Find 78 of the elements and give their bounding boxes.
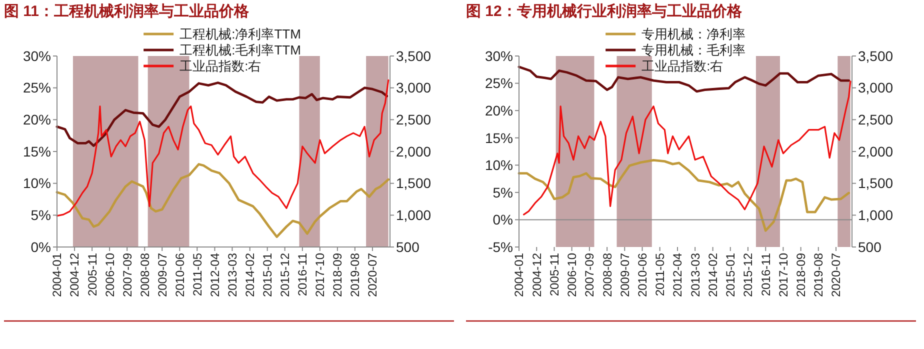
y-tick-label: 15% bbox=[22, 143, 51, 160]
y-tick-label: 10% bbox=[484, 157, 513, 174]
x-tick-label: 2011-05 bbox=[190, 252, 204, 296]
legend-label: 工程机械:净利率TTM bbox=[180, 26, 301, 42]
x-tick-label: 2004-12 bbox=[68, 252, 82, 298]
x-tick-label: 2017-10 bbox=[776, 252, 790, 298]
x-tick-label: 2016-11 bbox=[296, 252, 310, 296]
y2-tick-label: 3,000 bbox=[396, 80, 432, 96]
y2-tick-label: 2,500 bbox=[858, 112, 894, 128]
x-tick-label: 2007-09 bbox=[120, 252, 134, 298]
legend-label: 专用机械：毛利率 bbox=[642, 42, 746, 58]
line-series bbox=[522, 80, 852, 216]
chart-title: 图 12：专用机械行业利润率与工业品价格 bbox=[466, 2, 743, 20]
x-tick-label: 2004-12 bbox=[530, 252, 544, 298]
x-tick-label: 2012-04 bbox=[208, 252, 222, 298]
x-tick-label: 2015-12 bbox=[278, 252, 292, 298]
y-tick-label: 20% bbox=[22, 112, 51, 128]
x-tick-label: 2018-09 bbox=[330, 252, 345, 298]
x-tick-label: 2020-07 bbox=[366, 252, 380, 298]
y-tick-label: 15% bbox=[484, 130, 513, 146]
x-tick-label: 2013-03 bbox=[225, 252, 240, 298]
chart-title: 图 11：工程机械利润率与工业品价格 bbox=[4, 2, 250, 20]
x-tick-label: 2017-10 bbox=[313, 252, 328, 298]
x-tick-label: 2009-07 bbox=[155, 252, 170, 298]
y-tick-label: 5% bbox=[30, 207, 51, 224]
x-tick-label: 2006-10 bbox=[565, 252, 580, 298]
x-tick-label: 2009-07 bbox=[618, 252, 632, 298]
x-tick-label: 2014-02 bbox=[706, 252, 720, 298]
x-tick-label: 2008-08 bbox=[138, 252, 152, 298]
y2-tick-label: 1,000 bbox=[396, 207, 432, 224]
x-tick-label: 2019-08 bbox=[348, 252, 362, 298]
x-tick-label: 2015-01 bbox=[724, 252, 738, 298]
x-tick-label: 2010-06 bbox=[635, 252, 650, 298]
y2-tick-label: 2,000 bbox=[396, 143, 432, 160]
x-tick-label: 2018-09 bbox=[794, 252, 808, 298]
x-tick-label: 2008-08 bbox=[600, 252, 614, 298]
x-tick-label: 2015-01 bbox=[260, 252, 275, 298]
y2-tick-label: 3,000 bbox=[858, 80, 894, 96]
line-series bbox=[56, 79, 390, 217]
x-tick-label: 2004-01 bbox=[512, 252, 526, 298]
x-tick-label: 2016-11 bbox=[758, 252, 773, 296]
x-tick-label: 2013-03 bbox=[688, 252, 702, 298]
x-tick-label: 2007-09 bbox=[582, 252, 597, 298]
x-tick-label: 2012-04 bbox=[670, 252, 685, 298]
y-tick-label: 0% bbox=[492, 212, 513, 228]
y2-tick-label: 2,000 bbox=[858, 143, 894, 160]
y-tick-label: 30% bbox=[22, 48, 51, 64]
y-tick-label: 0% bbox=[30, 238, 51, 255]
y-tick-label: 10% bbox=[22, 175, 51, 192]
y2-tick-label: 1,500 bbox=[396, 175, 432, 192]
y-tick-label: -5% bbox=[488, 238, 513, 255]
x-tick-label: 2011-05 bbox=[653, 252, 668, 296]
y-tick-label: 20% bbox=[484, 102, 513, 118]
y2-tick-label: 1,000 bbox=[858, 207, 894, 224]
y-tick-label: 25% bbox=[22, 80, 51, 96]
y-tick-label: 25% bbox=[484, 75, 513, 92]
x-tick-label: 2019-08 bbox=[812, 252, 826, 298]
x-tick-label: 2005-11 bbox=[547, 252, 562, 296]
x-tick-label: 2014-02 bbox=[243, 252, 258, 298]
x-tick-label: 2015-12 bbox=[741, 252, 756, 298]
x-tick-label: 2010-06 bbox=[172, 252, 187, 298]
line-series bbox=[56, 82, 388, 147]
legend-label: 工程机械:毛利率TTM bbox=[180, 42, 301, 58]
y-tick-label: 30% bbox=[484, 48, 513, 64]
line-series bbox=[56, 163, 390, 238]
legend-label: 专用机械：净利率 bbox=[642, 26, 746, 42]
y2-tick-label: 2,500 bbox=[396, 112, 432, 128]
y2-tick-label: 500 bbox=[858, 238, 882, 255]
x-tick-label: 2005-11 bbox=[85, 252, 100, 296]
y-tick-label: 5% bbox=[492, 184, 513, 200]
line-series bbox=[518, 159, 850, 232]
y2-tick-label: 1,500 bbox=[858, 175, 894, 192]
x-tick-label: 2006-10 bbox=[102, 252, 117, 298]
x-tick-label: 2020-07 bbox=[829, 252, 844, 298]
y2-tick-label: 500 bbox=[396, 238, 420, 255]
x-tick-label: 2004-01 bbox=[50, 252, 64, 298]
y2-tick-label: 3,500 bbox=[396, 48, 432, 64]
y2-tick-label: 3,500 bbox=[858, 48, 894, 64]
